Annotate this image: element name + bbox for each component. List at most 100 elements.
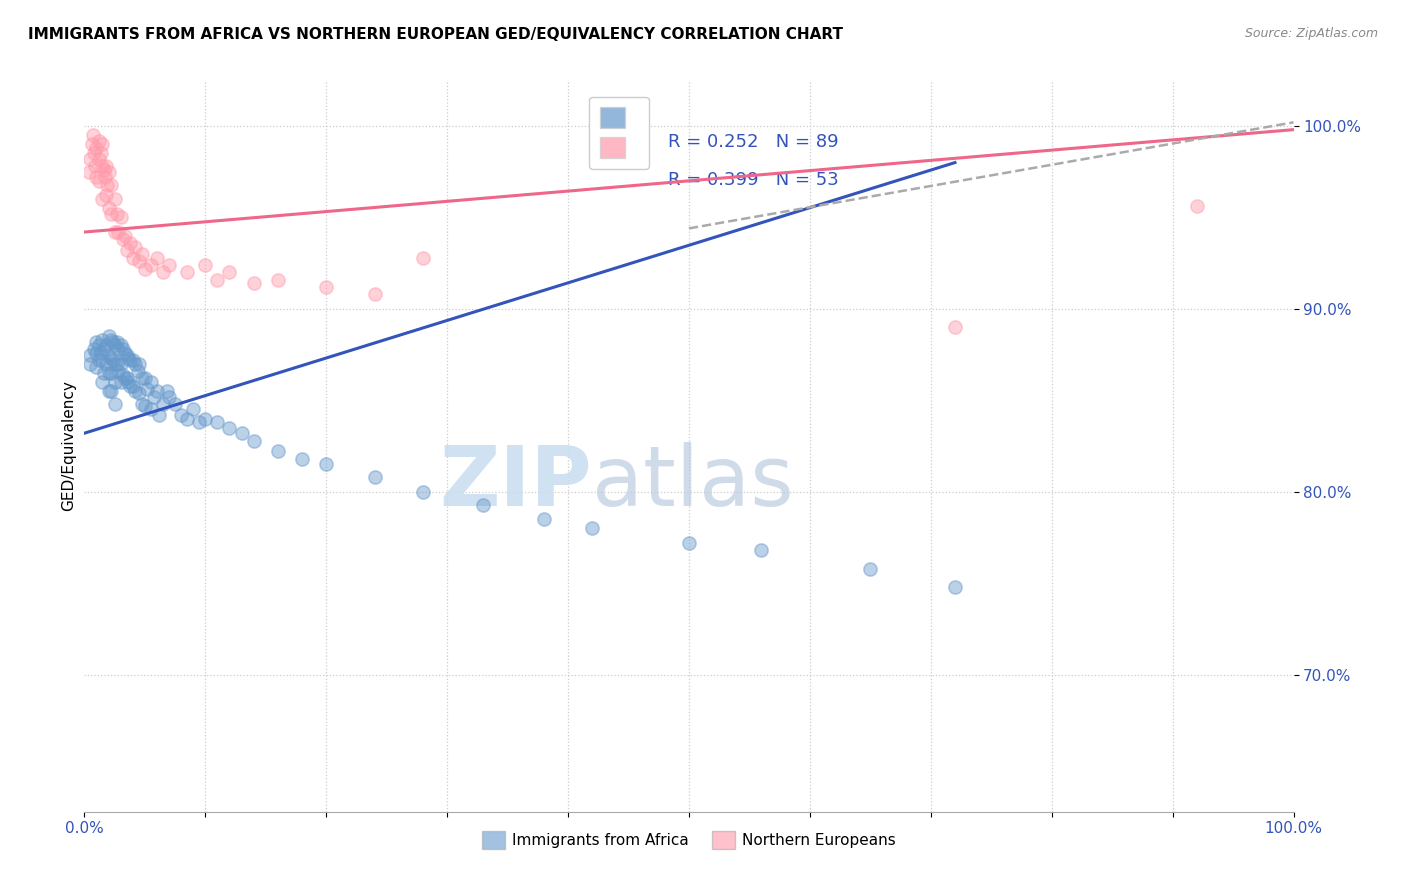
Point xyxy=(155,384,177,399)
Point xyxy=(94,159,117,173)
Point xyxy=(242,434,264,448)
Point xyxy=(87,338,110,352)
Point xyxy=(128,254,150,268)
Point xyxy=(100,384,122,399)
Point xyxy=(139,258,162,272)
Point xyxy=(79,152,101,166)
Point xyxy=(581,521,603,535)
Text: Source: ZipAtlas.com: Source: ZipAtlas.com xyxy=(1244,27,1378,40)
Point xyxy=(87,174,110,188)
Point xyxy=(114,345,136,359)
Point xyxy=(91,333,114,347)
Point xyxy=(91,159,114,173)
Point xyxy=(105,334,128,349)
Point xyxy=(112,342,135,356)
Point xyxy=(91,192,114,206)
Point xyxy=(139,402,162,417)
Point xyxy=(94,170,117,185)
Point xyxy=(943,580,966,594)
Point xyxy=(107,342,129,356)
Point xyxy=(412,251,434,265)
Point xyxy=(218,420,240,434)
Point xyxy=(124,357,146,371)
Point xyxy=(157,390,180,404)
Point xyxy=(96,178,118,192)
Point xyxy=(134,399,156,413)
Point xyxy=(136,382,159,396)
Point xyxy=(131,247,153,261)
Point xyxy=(143,390,166,404)
Point xyxy=(91,137,114,152)
Point xyxy=(128,357,150,371)
Point xyxy=(100,178,122,192)
Point xyxy=(97,329,120,343)
Point xyxy=(105,207,128,221)
Point xyxy=(412,484,434,499)
Point xyxy=(84,159,107,173)
Point xyxy=(79,357,101,371)
Point xyxy=(94,188,117,202)
Point xyxy=(86,141,108,155)
Point xyxy=(87,134,110,148)
Point xyxy=(110,211,132,225)
Point xyxy=(110,338,132,352)
Point xyxy=(114,228,136,243)
Point xyxy=(124,384,146,399)
Point xyxy=(86,334,108,349)
Point xyxy=(363,470,385,484)
Point xyxy=(176,265,198,279)
Point xyxy=(194,411,217,425)
Point xyxy=(97,164,120,178)
Point xyxy=(86,170,108,185)
Point xyxy=(93,342,115,356)
Point xyxy=(533,512,555,526)
Point xyxy=(121,353,143,368)
Point xyxy=(859,561,882,575)
Point xyxy=(117,351,139,366)
Point xyxy=(134,261,156,276)
Y-axis label: GED/Equivalency: GED/Equivalency xyxy=(60,381,76,511)
Point xyxy=(83,342,105,356)
Point xyxy=(94,338,117,352)
Point xyxy=(93,162,115,177)
Point xyxy=(267,444,290,458)
Point xyxy=(104,357,127,371)
Point xyxy=(90,345,112,359)
Point xyxy=(139,375,162,389)
Point xyxy=(188,415,211,429)
Text: IMMIGRANTS FROM AFRICA VS NORTHERN EUROPEAN GED/EQUIVALENCY CORRELATION CHART: IMMIGRANTS FROM AFRICA VS NORTHERN EUROP… xyxy=(28,27,844,42)
Point xyxy=(121,251,143,265)
Point xyxy=(152,265,174,279)
Point xyxy=(291,451,314,466)
Point xyxy=(267,272,290,286)
Point xyxy=(104,397,127,411)
Point xyxy=(110,357,132,371)
Point xyxy=(176,411,198,425)
Text: R = 0.399   N = 53: R = 0.399 N = 53 xyxy=(668,171,838,189)
Point xyxy=(105,357,128,371)
Point xyxy=(100,366,122,380)
Text: ZIP: ZIP xyxy=(440,442,592,523)
Point xyxy=(120,235,142,250)
Point xyxy=(165,397,187,411)
Point xyxy=(131,371,153,385)
Point xyxy=(104,375,127,389)
Point xyxy=(115,347,138,362)
Point xyxy=(112,232,135,246)
Point xyxy=(1185,199,1208,213)
Point xyxy=(146,384,169,399)
Point xyxy=(128,386,150,401)
Point xyxy=(104,192,127,206)
Point xyxy=(86,360,108,375)
Point xyxy=(157,258,180,272)
Text: R = 0.252   N = 89: R = 0.252 N = 89 xyxy=(668,133,838,151)
Point xyxy=(120,378,142,392)
Point xyxy=(107,225,129,239)
Point xyxy=(148,408,170,422)
Point xyxy=(231,426,253,441)
Point xyxy=(91,375,114,389)
Text: atlas: atlas xyxy=(592,442,794,523)
Point xyxy=(104,225,127,239)
Point xyxy=(131,397,153,411)
Point xyxy=(103,334,125,349)
